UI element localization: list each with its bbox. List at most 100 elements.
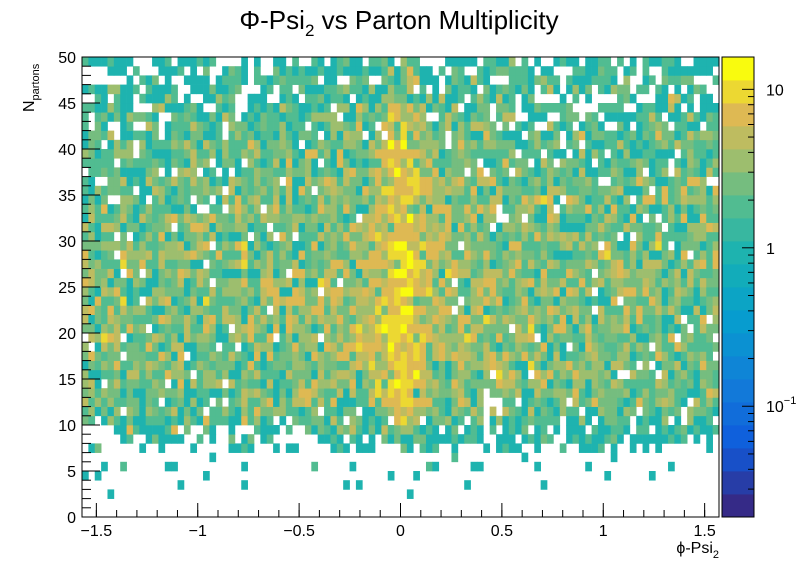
heatmap-cell xyxy=(311,397,319,407)
heatmap-cell xyxy=(158,250,166,260)
heatmap-cell xyxy=(253,351,261,361)
heatmap-cell xyxy=(139,277,147,288)
heatmap-cell xyxy=(648,305,656,315)
heatmap-cell xyxy=(547,231,554,242)
heatmap-cell xyxy=(126,287,134,297)
heatmap-cell xyxy=(285,112,293,122)
heatmap-cell xyxy=(145,360,153,371)
heatmap-cell xyxy=(145,342,153,352)
heatmap-cell xyxy=(375,323,382,334)
heatmap-cell xyxy=(164,305,172,315)
heatmap-cell xyxy=(82,176,89,187)
heatmap-cell xyxy=(617,388,624,398)
heatmap-cell xyxy=(699,277,707,288)
heatmap-cell xyxy=(419,268,427,279)
heatmap-cell xyxy=(591,167,599,177)
heatmap-cell xyxy=(597,231,605,242)
heatmap-cell xyxy=(661,231,669,242)
heatmap-cell xyxy=(413,277,420,288)
heatmap-cell xyxy=(406,250,414,260)
heatmap-cell xyxy=(661,241,669,251)
heatmap-cell xyxy=(483,93,491,104)
heatmap-cell xyxy=(381,259,389,269)
heatmap-cell xyxy=(515,296,522,306)
heatmap-cell xyxy=(394,121,401,131)
heatmap-cell xyxy=(171,195,178,205)
heatmap-cell xyxy=(120,425,127,435)
y-axis-label: Npartons xyxy=(21,63,42,112)
heatmap-cell xyxy=(222,93,229,104)
heatmap-cell xyxy=(457,406,465,417)
heatmap-cell xyxy=(648,167,656,177)
heatmap-cell xyxy=(413,434,420,444)
heatmap-cell xyxy=(209,185,217,196)
heatmap-cell xyxy=(152,406,159,417)
heatmap-cell xyxy=(343,93,350,104)
heatmap-cell xyxy=(145,250,153,260)
heatmap-cell xyxy=(617,93,624,104)
heatmap-cell xyxy=(394,415,401,426)
heatmap-cell xyxy=(693,84,701,95)
heatmap-cell xyxy=(285,66,293,76)
heatmap-cell xyxy=(534,314,541,325)
heatmap-cell xyxy=(139,323,147,334)
heatmap-cell xyxy=(610,369,618,380)
heatmap-cell xyxy=(655,259,663,269)
heatmap-cell xyxy=(629,93,637,104)
heatmap-cell xyxy=(375,195,382,205)
y-tick-label: 20 xyxy=(58,326,76,343)
heatmap-cell xyxy=(629,158,637,168)
heatmap-cell xyxy=(515,75,522,85)
heatmap-cell xyxy=(642,241,650,251)
heatmap-cell xyxy=(636,323,643,334)
heatmap-cell xyxy=(279,84,287,95)
heatmap-cell xyxy=(368,443,376,453)
heatmap-cell xyxy=(668,277,675,288)
heatmap-cell xyxy=(362,296,369,306)
heatmap-cell xyxy=(413,296,420,306)
heatmap-cell xyxy=(464,259,471,269)
heatmap-cell xyxy=(680,397,688,407)
heatmap-cell xyxy=(597,250,605,260)
heatmap-cell xyxy=(126,305,134,315)
heatmap-cell xyxy=(317,351,325,361)
heatmap-cell xyxy=(107,176,115,187)
heatmap-cell xyxy=(120,149,127,159)
heatmap-cell xyxy=(82,139,89,150)
heatmap-cell xyxy=(604,250,612,260)
heatmap-cell xyxy=(324,112,331,122)
heatmap-cell xyxy=(387,323,395,334)
heatmap-cell xyxy=(699,185,707,196)
heatmap-cell xyxy=(572,360,580,371)
heatmap-cell xyxy=(381,277,389,288)
heatmap-cell xyxy=(126,333,134,343)
heatmap-cell xyxy=(222,287,229,297)
heatmap-cell xyxy=(215,314,223,325)
heatmap-cell xyxy=(209,259,217,269)
heatmap-cell xyxy=(636,305,643,315)
heatmap-cell xyxy=(515,195,522,205)
heatmap-cell xyxy=(617,84,624,95)
heatmap-cell xyxy=(515,139,522,150)
heatmap-cell xyxy=(266,379,274,389)
heatmap-cell xyxy=(273,195,280,205)
heatmap-cell xyxy=(406,415,414,426)
heatmap-cell xyxy=(604,241,612,251)
heatmap-cell xyxy=(209,57,217,67)
heatmap-cell xyxy=(253,268,261,279)
heatmap-cell xyxy=(171,176,178,187)
heatmap-cell xyxy=(464,406,471,417)
heatmap-cell xyxy=(234,250,242,260)
heatmap-cell xyxy=(489,296,497,306)
heatmap-cell xyxy=(496,57,503,67)
heatmap-cell xyxy=(489,406,497,417)
heatmap-cell xyxy=(343,231,350,242)
heatmap-cell xyxy=(610,434,618,444)
heatmap-cell xyxy=(591,241,599,251)
heatmap-cell xyxy=(457,250,465,260)
heatmap-cell xyxy=(527,176,535,187)
heatmap-cell xyxy=(292,415,299,426)
heatmap-cell xyxy=(330,369,338,380)
heatmap-cell xyxy=(113,57,121,67)
heatmap-cell xyxy=(693,351,701,361)
